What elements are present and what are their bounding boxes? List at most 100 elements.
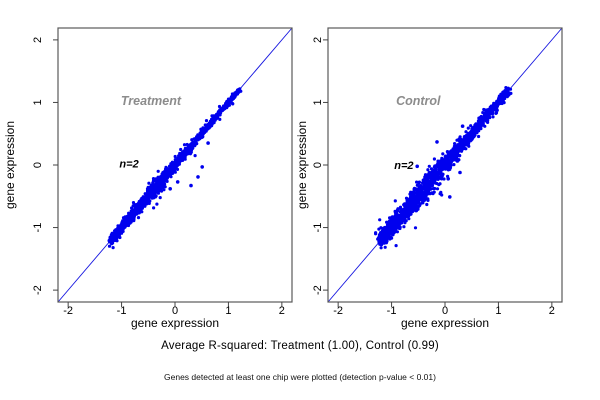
data-point <box>110 233 114 238</box>
data-point <box>437 183 441 187</box>
data-point <box>151 177 156 181</box>
data-point <box>484 115 488 120</box>
data-point <box>378 232 382 236</box>
data-point <box>220 107 224 111</box>
data-point <box>164 175 168 179</box>
y-axis-label: gene expression <box>3 121 17 209</box>
data-point <box>174 158 179 162</box>
data-point <box>127 215 131 219</box>
data-point <box>111 246 115 250</box>
data-point <box>419 184 423 188</box>
data-point <box>173 170 177 174</box>
data-point <box>386 229 390 233</box>
y-tick-label: -1 <box>32 223 44 233</box>
data-point <box>487 111 491 115</box>
data-point <box>148 199 152 203</box>
data-point <box>413 226 418 230</box>
data-point <box>118 224 122 228</box>
data-point <box>452 147 456 151</box>
data-point <box>466 126 470 130</box>
data-point <box>159 187 163 191</box>
data-point <box>187 146 191 150</box>
data-point <box>205 126 209 130</box>
data-point <box>428 187 433 191</box>
data-point <box>413 191 417 195</box>
x-tick-label: 2 <box>279 305 285 317</box>
data-point <box>189 150 193 154</box>
data-point <box>444 166 449 170</box>
data-point <box>427 191 431 195</box>
data-point <box>394 212 398 216</box>
y-tick-label: 1 <box>32 99 44 105</box>
data-point <box>434 167 438 171</box>
data-point <box>393 224 397 228</box>
data-point <box>399 219 403 224</box>
panel-title: Control <box>396 94 441 108</box>
data-point <box>435 187 440 191</box>
data-point <box>409 194 413 199</box>
data-point <box>158 184 162 188</box>
data-point <box>150 185 155 189</box>
data-point <box>131 201 136 205</box>
data-point <box>496 98 500 103</box>
data-point <box>376 237 380 241</box>
data-point <box>479 116 483 120</box>
data-point <box>436 173 440 177</box>
x-tick-label: 1 <box>495 305 501 317</box>
data-point <box>141 195 145 199</box>
data-point <box>509 91 513 95</box>
y-tick-label: 2 <box>312 37 324 43</box>
data-point <box>387 225 391 229</box>
data-point <box>398 205 403 209</box>
data-point <box>378 238 383 242</box>
data-point <box>231 92 236 96</box>
data-point <box>439 164 443 168</box>
data-point <box>178 153 182 157</box>
data-point <box>113 234 117 238</box>
data-point <box>416 207 420 211</box>
data-point <box>143 192 147 196</box>
data-point <box>461 143 465 147</box>
n-annotation: n=2 <box>119 159 138 171</box>
data-point <box>448 166 453 170</box>
data-point <box>435 140 439 144</box>
data-point <box>150 196 154 200</box>
data-point <box>466 135 470 139</box>
data-point <box>206 141 210 145</box>
x-tick-label: 0 <box>172 305 178 317</box>
data-point <box>236 90 240 94</box>
data-point <box>168 187 172 191</box>
data-point <box>455 147 459 151</box>
data-point <box>404 196 409 200</box>
data-point <box>391 224 395 228</box>
data-point <box>469 124 473 128</box>
data-point <box>184 147 188 151</box>
data-point <box>492 105 496 109</box>
data-point <box>420 193 424 197</box>
data-point <box>457 137 461 141</box>
data-point <box>504 94 508 98</box>
data-point <box>390 236 394 240</box>
data-point <box>476 124 480 128</box>
data-point <box>433 181 437 185</box>
data-point <box>397 221 401 225</box>
data-point <box>465 143 470 147</box>
data-point <box>189 183 193 188</box>
data-point <box>168 174 172 178</box>
n-annotation: n=2 <box>394 160 413 172</box>
data-point <box>440 193 444 197</box>
x-tick-label: -2 <box>333 305 343 317</box>
y-tick-label: 0 <box>32 162 44 168</box>
x-axis-label: gene expression <box>401 316 489 330</box>
data-point <box>133 212 137 217</box>
data-point <box>115 231 119 235</box>
data-point <box>412 188 416 192</box>
data-point <box>175 180 180 184</box>
data-point <box>182 154 186 158</box>
data-point <box>495 108 499 112</box>
data-point <box>156 191 160 195</box>
data-point <box>170 171 174 175</box>
data-point <box>186 151 190 155</box>
data-point <box>445 150 449 154</box>
data-point <box>422 180 426 184</box>
